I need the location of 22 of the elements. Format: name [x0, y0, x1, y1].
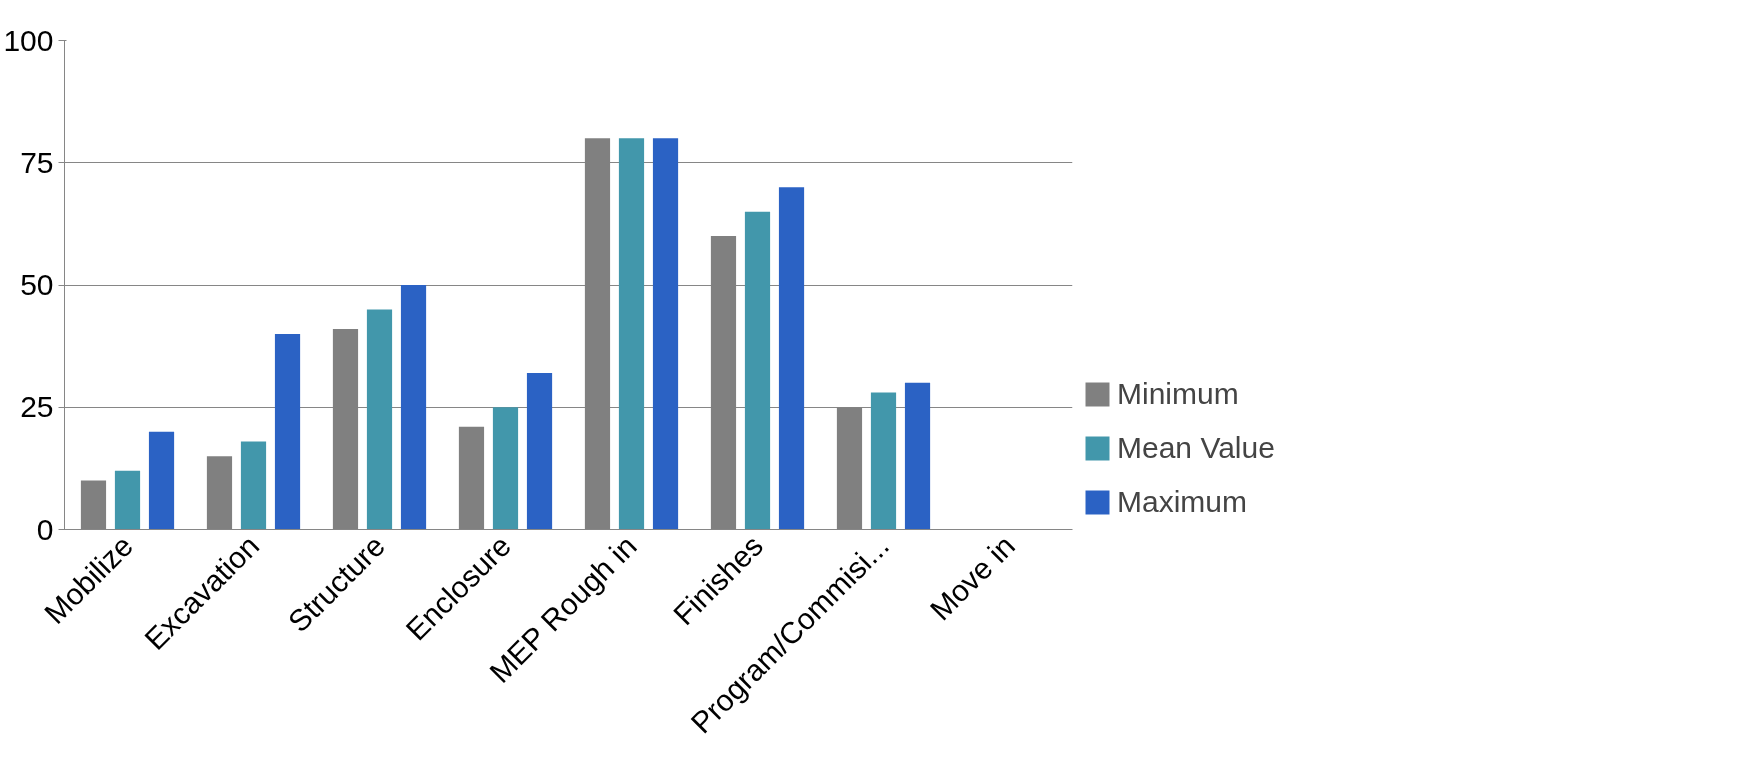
y-tick-label: 0 [36, 512, 54, 546]
y-tick-label: 75 [20, 145, 54, 179]
bar [274, 333, 301, 530]
bar [778, 187, 805, 530]
bar [148, 431, 175, 530]
bar [400, 285, 427, 530]
y-tick-label: 50 [20, 268, 54, 301]
bar [652, 138, 679, 530]
legend-label: Maximum [1117, 485, 1248, 519]
bar [618, 138, 645, 530]
bar [744, 211, 771, 530]
bar [492, 407, 519, 530]
bar [904, 382, 931, 530]
bar [240, 441, 267, 530]
legend-label: Minimum [1117, 377, 1239, 411]
y-tick-label: 100 [3, 23, 54, 57]
bar [114, 470, 141, 530]
bar [526, 373, 553, 530]
bar [366, 309, 393, 530]
legend-label: Mean Value [1117, 431, 1275, 465]
y-tick-label: 25 [20, 390, 54, 424]
bar [870, 392, 897, 530]
